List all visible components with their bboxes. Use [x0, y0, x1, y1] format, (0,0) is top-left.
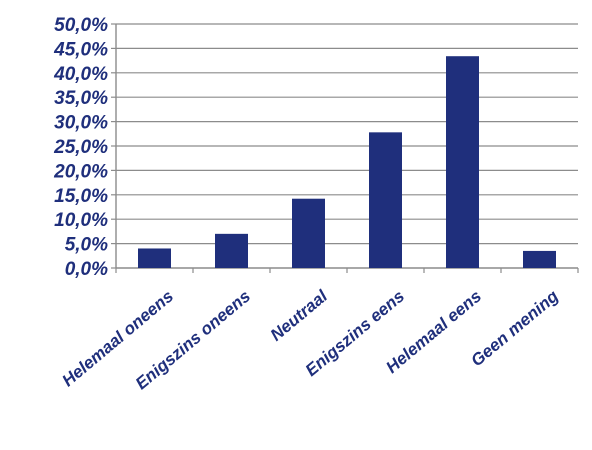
- bar-helemaal-oneens: [138, 248, 171, 268]
- axes: [111, 23, 579, 273]
- x-category-label: Neutraal: [267, 286, 332, 345]
- bar-enigszins-eens: [369, 132, 402, 268]
- gridlines: [116, 23, 578, 245]
- bar-enigszins-oneens: [215, 233, 248, 268]
- y-tick-label: 40,0%: [53, 64, 108, 85]
- y-tick-label: 0,0%: [65, 259, 108, 280]
- y-tick-labels: 0,0% 5,0% 10,0% 15,0% 20,0% 25,0% 30,0% 35,0% 40…: [53, 15, 108, 280]
- y-tick-label: 35,0%: [54, 88, 108, 109]
- y-tick-label: 50,0%: [54, 15, 108, 36]
- bar-geen-mening: [523, 250, 556, 268]
- bars: [138, 56, 556, 268]
- y-tick-label: 25,0%: [53, 137, 108, 158]
- y-tick-label: 20,0%: [53, 161, 108, 182]
- bar-helemaal-eens: [446, 56, 479, 268]
- y-tick-label: 30,0%: [54, 113, 108, 134]
- y-tick-label: 45,0%: [53, 39, 108, 60]
- y-tick-label: 15,0%: [54, 186, 108, 207]
- y-tick-label: 10,0%: [54, 210, 108, 231]
- bar-neutraal: [292, 198, 325, 268]
- y-tick-label: 5,0%: [65, 235, 108, 256]
